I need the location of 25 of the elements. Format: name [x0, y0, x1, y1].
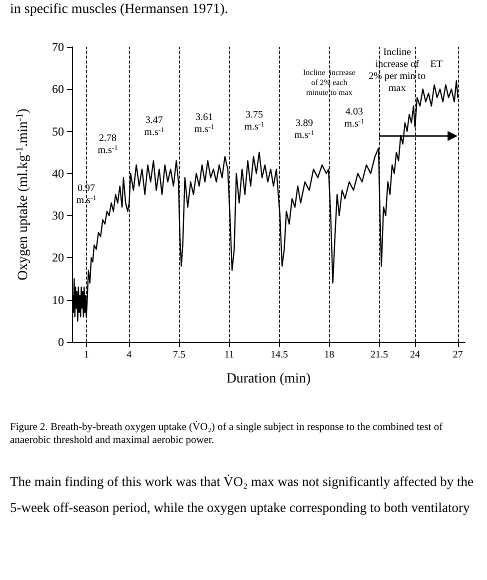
y-tick-label: 10 — [52, 292, 64, 307]
text: in specific muscles (Hermansen 1971). — [9, 1, 230, 19]
y-tick-label: 0 — [58, 335, 64, 349]
x-axis-title: Duration (min) — [226, 372, 312, 386]
annotation: Incline increase of 2% each minute to max — [303, 68, 356, 97]
x-tick-label: 4 — [126, 350, 132, 360]
x-tick-label: 7.5 — [172, 350, 186, 360]
y-axis-title: Oxygen uptake (ml.kg-1.min-1) — [14, 108, 31, 280]
y-tick-label: 40 — [52, 166, 64, 180]
x-tick-label: 11 — [224, 350, 234, 360]
text: The main finding of this work was that V̇O₂ max was not significantly affected by the 5-week off-season period, while the oxygen uptake corresponding to both ventilatory — [9, 473, 474, 517]
annotation: ET — [430, 59, 443, 70]
y-tick-label: 60 — [52, 82, 64, 96]
x-tick-label: 1 — [84, 350, 89, 360]
x-tick-label: 18 — [324, 350, 334, 360]
x-tick-label: 27 — [452, 350, 463, 360]
x-tick-label: 14.5 — [270, 350, 288, 360]
x-tick-label: 21.5 — [370, 350, 388, 360]
y-tick-label: 50 — [52, 124, 64, 138]
y-tick-label: 70 — [52, 40, 64, 54]
y-tick-label: 20 — [52, 250, 64, 265]
caption: Figure 2. Breath-by-breath oxygen uptake (V̇O₂) of a single subject in response to the combined test of anaerobic threshold and maximal aerobic power. — [9, 420, 444, 448]
y-tick-label: 30 — [52, 208, 64, 223]
x-tick-label: 24 — [410, 350, 420, 360]
annotation: Incline increase of 2% per min to max — [368, 47, 426, 94]
